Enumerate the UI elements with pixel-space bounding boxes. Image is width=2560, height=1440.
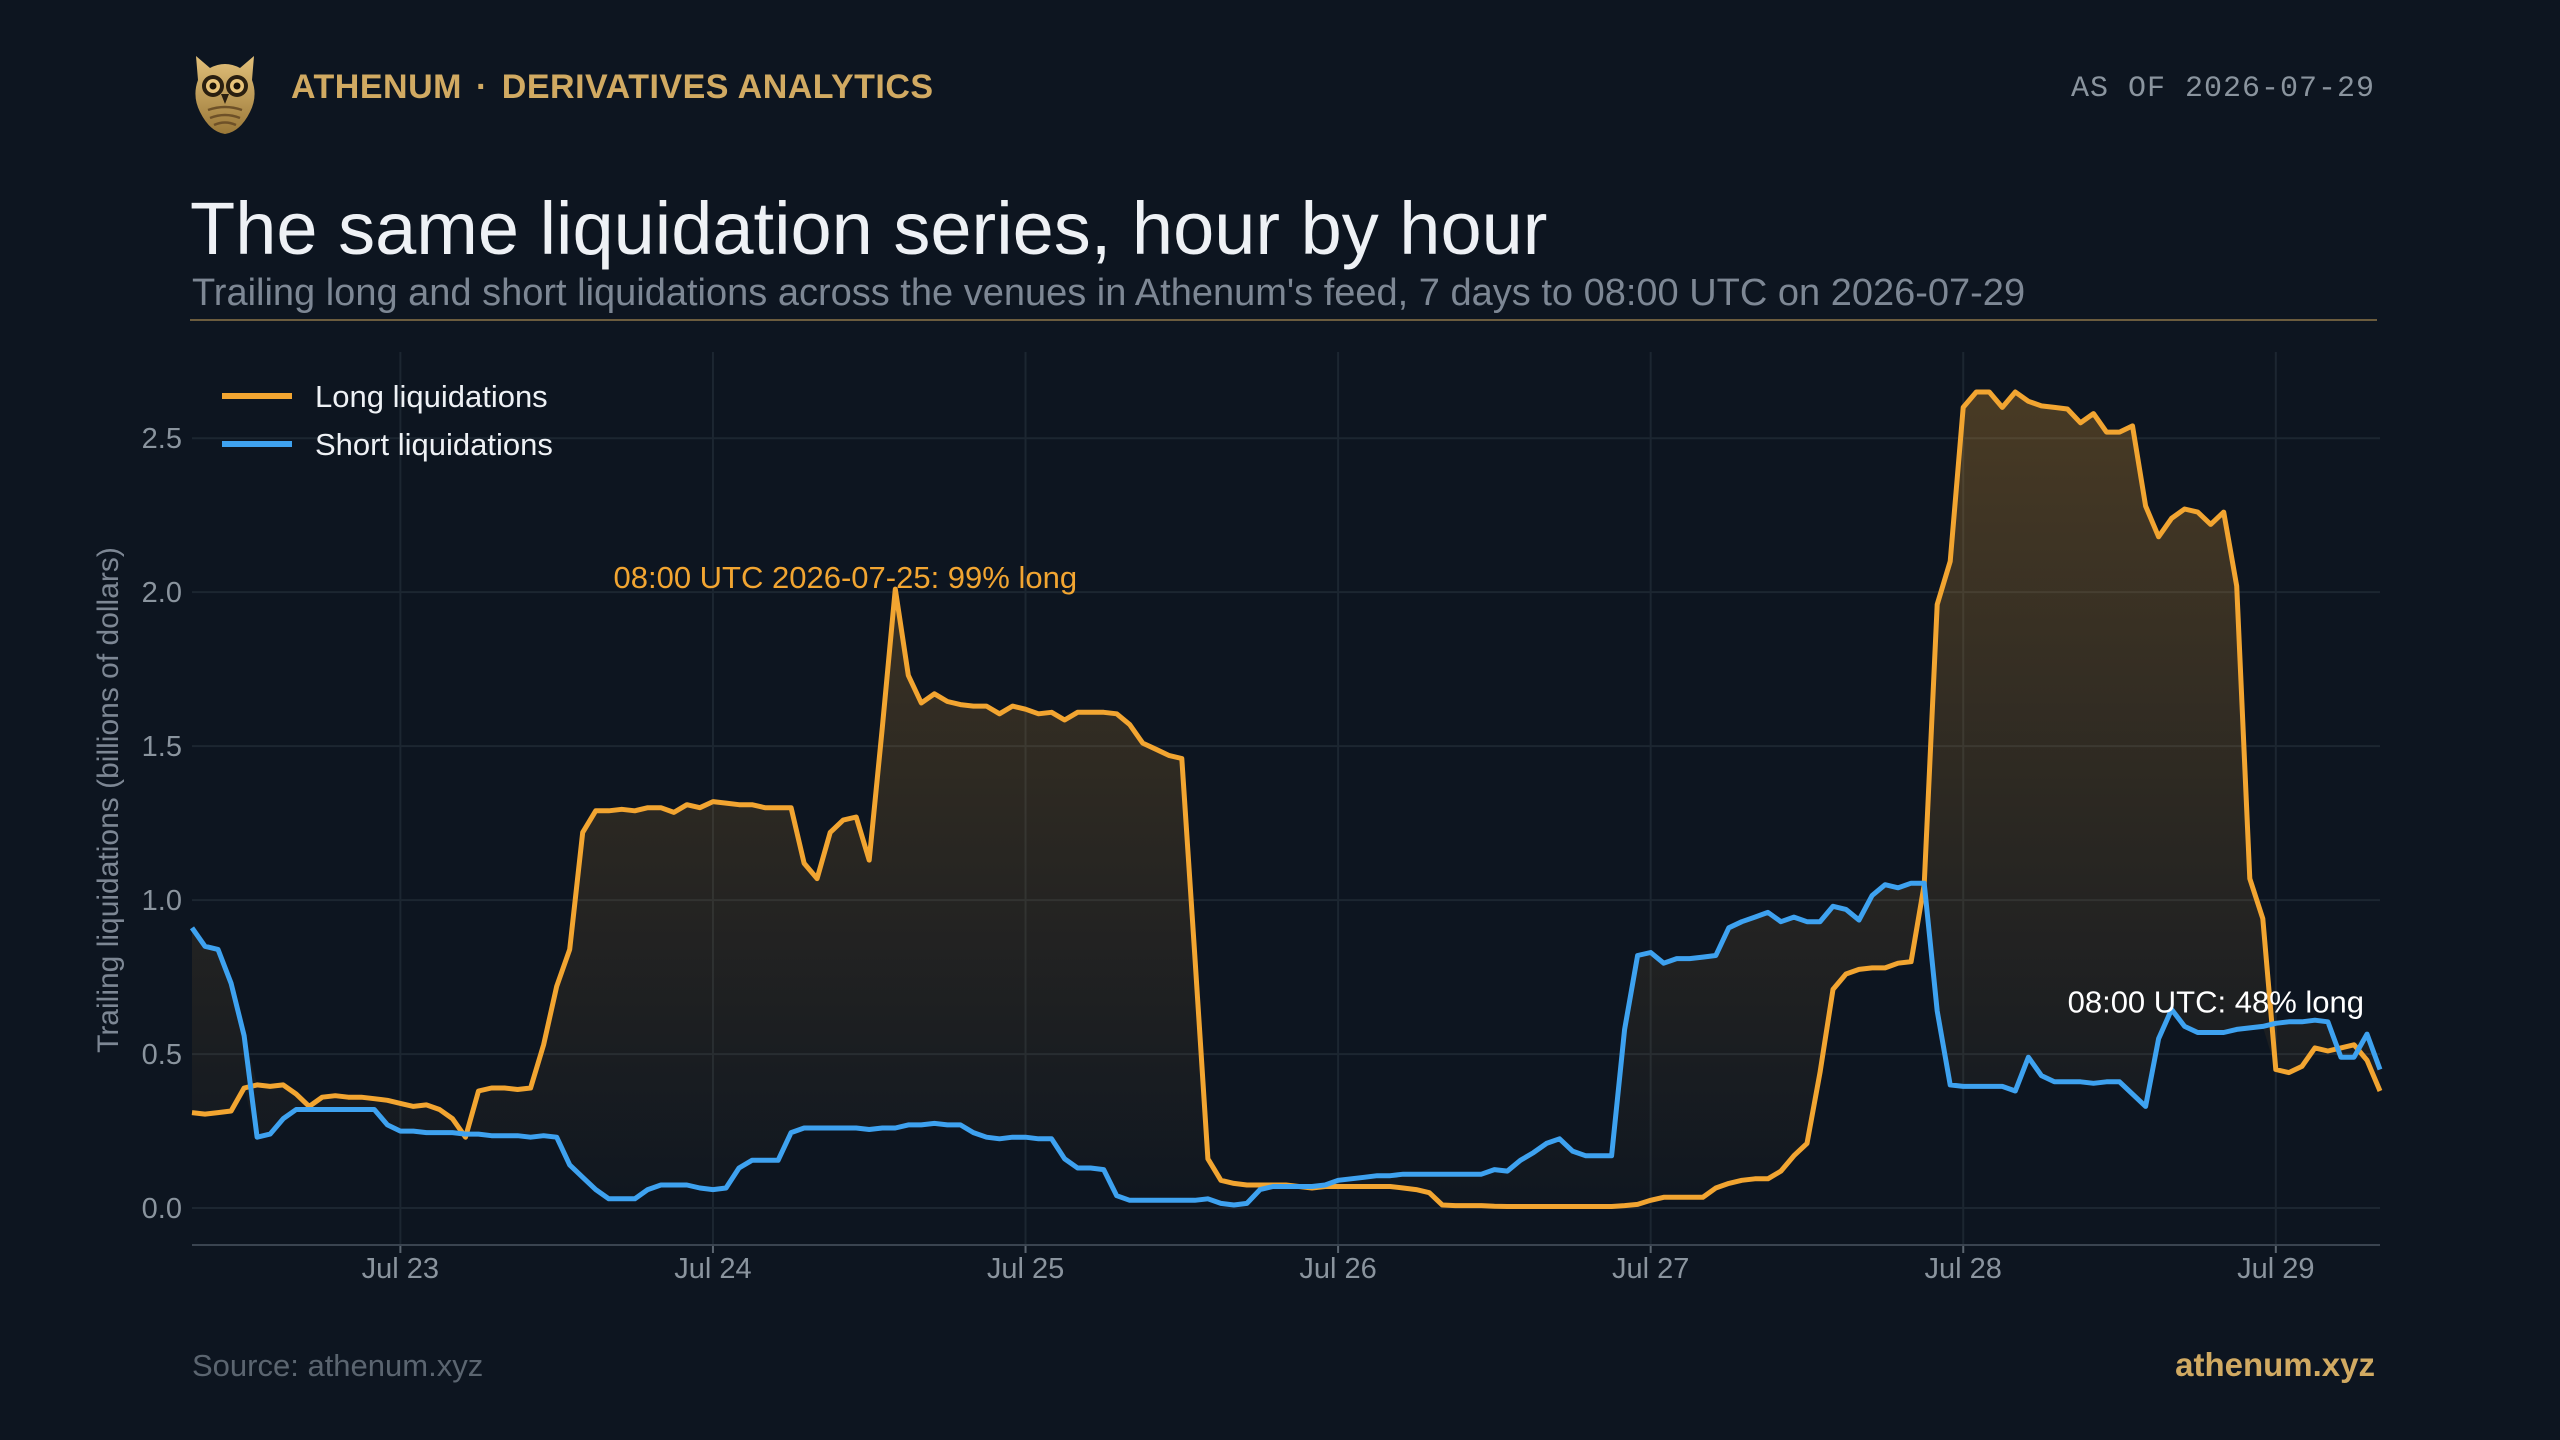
as-of-date: AS OF 2026-07-29 bbox=[2070, 72, 2375, 106]
long-legend-label: Long liquidations bbox=[315, 379, 548, 414]
source-note: Source: athenum.xyz bbox=[192, 1348, 484, 1383]
y-tick-label: 2.5 bbox=[142, 423, 182, 455]
y-tick-label: 2.0 bbox=[142, 577, 182, 609]
site-link[interactable]: athenum.xyz bbox=[2175, 1346, 2375, 1383]
latest-annotation: 08:00 UTC: 48% long bbox=[2068, 984, 2364, 1019]
long-short-gap-fill bbox=[192, 392, 2380, 1207]
brand-header: ATHENUM · DERIVATIVES ANALYTICS bbox=[291, 68, 934, 107]
y-tick-label: 0.0 bbox=[142, 1193, 182, 1225]
short-legend-label: Short liquidations bbox=[315, 427, 553, 462]
page-subtitle: Trailing long and short liquidations acr… bbox=[192, 272, 2026, 314]
short-liquidations-line bbox=[189, 880, 2383, 1208]
x-tick-label: Jul 23 bbox=[362, 1253, 439, 1285]
owl-logo-icon bbox=[195, 56, 255, 134]
x-tick-label: Jul 24 bbox=[674, 1253, 751, 1285]
peak-annotation: 08:00 UTC 2026-07-25: 99% long bbox=[613, 560, 1077, 595]
title-divider bbox=[190, 319, 2377, 321]
x-tick-label: Jul 27 bbox=[1612, 1253, 1689, 1285]
page-title: The same liquidation series, hour by hou… bbox=[190, 187, 1548, 270]
y-axis-label: Trailing liquidations (billions of dolla… bbox=[92, 547, 125, 1053]
x-tick-label: Jul 29 bbox=[2237, 1253, 2314, 1285]
brand-name: ATHENUM bbox=[291, 68, 462, 106]
section-name: DERIVATIVES ANALYTICS bbox=[501, 68, 934, 106]
x-tick-label: Jul 25 bbox=[987, 1253, 1064, 1285]
y-tick-label: 1.0 bbox=[142, 885, 182, 917]
x-tick-label: Jul 28 bbox=[1925, 1253, 2002, 1285]
x-tick-label: Jul 26 bbox=[1299, 1253, 1376, 1285]
y-tick-label: 0.5 bbox=[142, 1039, 182, 1071]
y-tick-label: 1.5 bbox=[142, 731, 182, 763]
brand-separator: · bbox=[475, 68, 488, 106]
